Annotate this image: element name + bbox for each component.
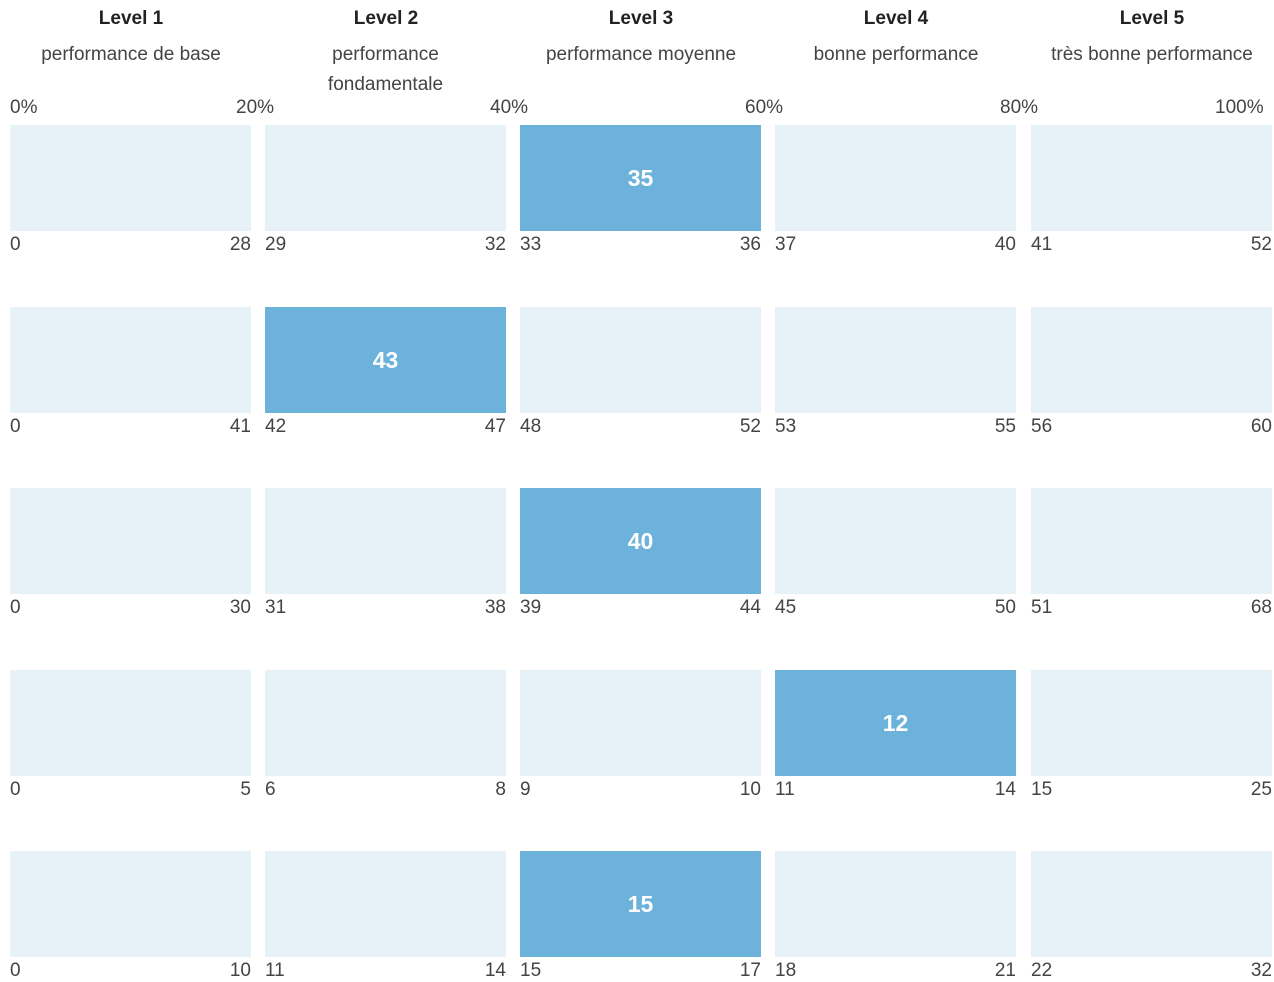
range-max-label: 36 xyxy=(739,234,761,255)
level-title: Level 5 xyxy=(1119,8,1185,29)
level-cell xyxy=(1031,125,1272,231)
level-title: Level 4 xyxy=(863,8,929,29)
range-min-label: 56 xyxy=(1031,416,1053,437)
range-min-label: 15 xyxy=(1031,779,1053,800)
range-min-label: 42 xyxy=(265,416,287,437)
range-min-label: 33 xyxy=(520,234,542,255)
range-min-label: 15 xyxy=(520,960,542,981)
level-description: performance fondamentale xyxy=(327,44,444,95)
range-min-label: 18 xyxy=(775,960,797,981)
range-max-label: 5 xyxy=(240,779,251,800)
highlighted-level-cell: 40 xyxy=(520,488,761,594)
range-min-label: 11 xyxy=(265,960,285,981)
range-min-label: 6 xyxy=(265,779,276,800)
highlighted-level-cell: 43 xyxy=(265,307,506,413)
range-max-label: 41 xyxy=(229,416,251,437)
highlighted-level-cell: 12 xyxy=(775,670,1016,776)
percent-tick-label: 40% xyxy=(490,97,529,118)
range-max-label: 50 xyxy=(994,597,1016,618)
range-min-label: 9 xyxy=(520,779,531,800)
percent-tick-label: 0% xyxy=(10,97,38,118)
level-cell xyxy=(775,307,1016,413)
level-cell xyxy=(775,488,1016,594)
level-cell xyxy=(10,307,251,413)
level-cell xyxy=(775,125,1016,231)
level-cell xyxy=(265,851,506,957)
range-max-label: 52 xyxy=(1250,234,1272,255)
level-title: Level 2 xyxy=(353,8,419,29)
range-min-label: 29 xyxy=(265,234,287,255)
level-cell xyxy=(1031,670,1272,776)
percent-tick-label: 80% xyxy=(1000,97,1039,118)
range-min-label: 0 xyxy=(10,234,21,255)
score-value-label: 40 xyxy=(627,527,654,554)
range-max-label: 52 xyxy=(739,416,761,437)
range-max-label: 44 xyxy=(739,597,761,618)
level-description: performance de base xyxy=(41,44,221,65)
level-cell xyxy=(1031,307,1272,413)
range-max-label: 17 xyxy=(739,960,761,981)
range-min-label: 53 xyxy=(775,416,797,437)
range-max-label: 28 xyxy=(229,234,251,255)
level-cell xyxy=(10,670,251,776)
level-cell xyxy=(265,125,506,231)
range-max-label: 30 xyxy=(229,597,251,618)
level-description: performance moyenne xyxy=(545,44,737,65)
range-max-label: 10 xyxy=(739,779,761,800)
range-max-label: 32 xyxy=(484,234,506,255)
level-cell xyxy=(520,307,761,413)
range-max-label: 68 xyxy=(1250,597,1272,618)
range-max-label: 60 xyxy=(1250,416,1272,437)
range-min-label: 0 xyxy=(10,416,21,437)
range-min-label: 39 xyxy=(520,597,542,618)
range-max-label: 38 xyxy=(484,597,506,618)
level-cell xyxy=(10,851,251,957)
range-min-label: 45 xyxy=(775,597,797,618)
range-min-label: 0 xyxy=(10,779,21,800)
range-max-label: 14 xyxy=(994,779,1016,800)
score-value-label: 15 xyxy=(627,890,654,917)
range-max-label: 14 xyxy=(484,960,506,981)
score-value-label: 35 xyxy=(627,164,654,191)
level-cell xyxy=(520,670,761,776)
range-min-label: 11 xyxy=(775,779,795,800)
range-min-label: 0 xyxy=(10,960,21,981)
level-cell xyxy=(775,851,1016,957)
level-cell xyxy=(1031,851,1272,957)
level-cell xyxy=(265,488,506,594)
range-max-label: 55 xyxy=(994,416,1016,437)
level-title: Level 1 xyxy=(98,8,164,29)
level-description: très bonne performance xyxy=(1051,44,1253,65)
range-max-label: 21 xyxy=(994,960,1016,981)
range-min-label: 31 xyxy=(265,597,287,618)
range-min-label: 48 xyxy=(520,416,542,437)
level-cell xyxy=(265,670,506,776)
range-max-label: 40 xyxy=(994,234,1016,255)
range-min-label: 0 xyxy=(10,597,21,618)
range-max-label: 10 xyxy=(229,960,251,981)
range-min-label: 22 xyxy=(1031,960,1053,981)
percent-tick-label: 60% xyxy=(745,97,784,118)
highlighted-level-cell: 15 xyxy=(520,851,761,957)
range-min-label: 41 xyxy=(1031,234,1053,255)
range-max-label: 25 xyxy=(1250,779,1272,800)
range-max-label: 32 xyxy=(1250,960,1272,981)
level-cell xyxy=(1031,488,1272,594)
range-max-label: 8 xyxy=(495,779,506,800)
level-cell xyxy=(10,488,251,594)
score-value-label: 12 xyxy=(882,709,909,736)
level-cell xyxy=(10,125,251,231)
level-description: bonne performance xyxy=(813,44,979,65)
score-value-label: 43 xyxy=(372,346,399,373)
range-min-label: 37 xyxy=(775,234,797,255)
range-max-label: 47 xyxy=(484,416,506,437)
percent-tick-label: 20% xyxy=(236,97,275,118)
highlighted-level-cell: 35 xyxy=(520,125,761,231)
range-min-label: 51 xyxy=(1031,597,1053,618)
level-title: Level 3 xyxy=(608,8,674,29)
percent-tick-label: 100% xyxy=(1215,97,1264,118)
